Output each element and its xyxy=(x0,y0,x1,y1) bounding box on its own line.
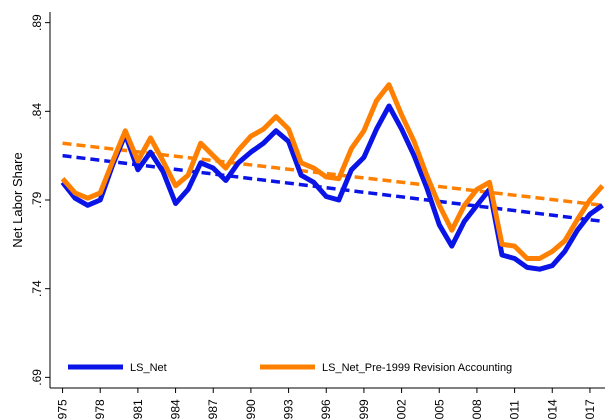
legend-label: LS_Net_Pre-1999 Revision Accounting xyxy=(322,362,512,374)
x-tick-label: 2017 xyxy=(583,399,597,420)
series-line xyxy=(60,103,604,272)
y-tick-label: .89 xyxy=(30,14,44,31)
x-tick-label: 1993 xyxy=(282,399,296,420)
x-tick-label: 1987 xyxy=(206,399,220,420)
series-line xyxy=(60,82,605,261)
legend-label: LS_Net xyxy=(130,362,167,374)
x-tick-label: 2011 xyxy=(508,400,522,420)
x-tick-label: 1990 xyxy=(244,399,258,420)
x-tick-label: 2002 xyxy=(395,399,409,420)
y-axis-label: Net Labor Share xyxy=(10,152,25,247)
x-tick-label: 1996 xyxy=(319,399,333,420)
x-tick-label: 2014 xyxy=(545,399,559,420)
trend-line xyxy=(62,153,603,224)
y-tick-label: .74 xyxy=(30,280,44,297)
x-tick-label: 2005 xyxy=(432,399,446,420)
y-tick-label: .69 xyxy=(30,369,44,386)
x-tick-label: 1975 xyxy=(56,399,70,420)
x-tick-label: 2008 xyxy=(470,399,484,420)
y-tick-label: .84 xyxy=(30,103,44,120)
x-tick-label: 1981 xyxy=(131,399,145,420)
x-tick-label: 1978 xyxy=(93,399,107,420)
x-tick-label: 1999 xyxy=(357,399,371,420)
y-tick-label: .79 xyxy=(30,191,44,208)
x-tick-label: 1984 xyxy=(169,399,183,420)
